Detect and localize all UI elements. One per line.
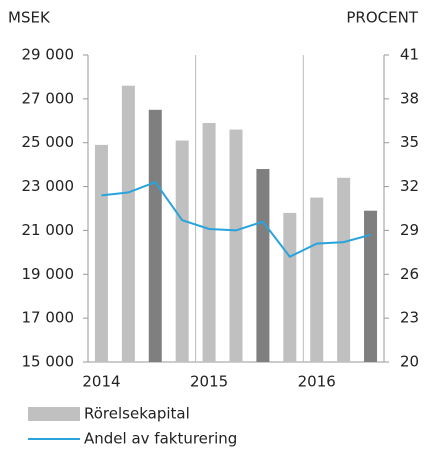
line <box>101 180 371 259</box>
y-tick-label: 27 000 <box>22 89 75 107</box>
bar <box>121 85 135 362</box>
x-tick-label: 2016 <box>298 373 336 391</box>
y-axis-title: MSEK <box>8 9 51 27</box>
x-tick-label: 2014 <box>82 373 120 391</box>
bar <box>148 109 162 362</box>
bar <box>310 197 324 362</box>
y-tick-label: 25 000 <box>22 133 75 151</box>
y-tick-label: 23 000 <box>22 177 75 195</box>
y2-axis-title: PROCENT <box>346 9 418 27</box>
legend-swatch <box>28 407 80 421</box>
bar <box>337 177 351 362</box>
bar <box>175 140 189 362</box>
y2-tick-label: 29 <box>400 221 419 239</box>
legend-label: Rörelsekapital <box>84 405 190 423</box>
y-tick-label: 19 000 <box>22 265 75 283</box>
y-tick-label: 29 000 <box>22 46 75 64</box>
legend-label: Andel av fakturering <box>84 430 237 448</box>
bar <box>283 212 297 362</box>
bar <box>202 122 216 362</box>
y2-tick-label: 32 <box>400 177 419 195</box>
y2-tick-label: 41 <box>400 46 419 64</box>
y2-tick-label: 35 <box>400 133 419 151</box>
y2-tick-label: 38 <box>400 89 419 107</box>
y-tick-label: 15 000 <box>22 353 75 371</box>
y-tick-label: 21 000 <box>22 221 75 239</box>
bar <box>256 169 270 362</box>
bar <box>364 210 378 362</box>
y2-tick-label: 23 <box>400 309 419 327</box>
y2-tick-label: 20 <box>400 353 419 371</box>
bar <box>94 144 108 362</box>
y-tick-label: 17 000 <box>22 309 75 327</box>
x-tick-label: 2015 <box>190 373 228 391</box>
bar <box>229 129 243 362</box>
y2-tick-label: 26 <box>400 265 419 283</box>
